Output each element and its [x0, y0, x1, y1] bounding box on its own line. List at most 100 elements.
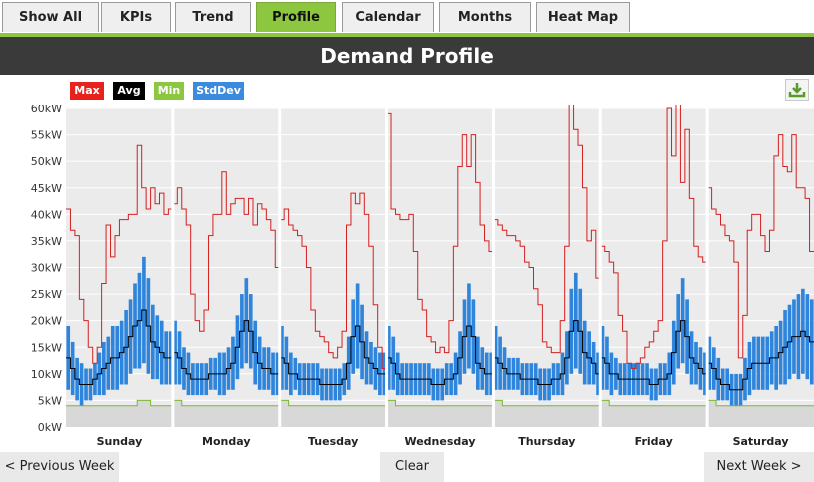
min-area-bar: [128, 405, 134, 427]
y-tick-label: 10kW: [31, 368, 62, 381]
min-area-bar: [653, 405, 659, 427]
min-area-bar: [444, 405, 450, 427]
max-line: [707, 134, 814, 359]
min-area-bar: [261, 405, 267, 427]
min-area-bar: [253, 405, 258, 427]
min-area-bar: [560, 405, 565, 427]
y-tick-label: 60kW: [31, 105, 62, 115]
min-area-bar: [123, 405, 129, 427]
max-line: [493, 105, 601, 354]
min-area-bar: [551, 405, 557, 427]
min-area-bar: [555, 405, 561, 427]
tab-trend[interactable]: Trend: [175, 2, 251, 32]
next-week-button[interactable]: Next Week >: [704, 452, 814, 482]
min-area-bar: [720, 405, 726, 427]
min-area-bar: [293, 405, 298, 427]
min-area-bar: [288, 405, 294, 427]
min-area-bar: [622, 405, 628, 427]
min-area-bar: [417, 405, 423, 427]
day-group-friday: [600, 105, 708, 427]
min-area-bar: [742, 405, 748, 427]
tab-show-all[interactable]: Show All: [2, 2, 99, 32]
min-area-bar: [199, 405, 205, 427]
min-area-bar: [212, 405, 218, 427]
legend-avg[interactable]: Avg: [113, 82, 145, 100]
min-area-bar: [110, 405, 116, 427]
legend-max[interactable]: Max: [70, 82, 104, 100]
min-area-bar: [195, 405, 200, 427]
min-area-bar: [66, 405, 71, 427]
min-area-bar: [426, 405, 432, 427]
tab-heat-map[interactable]: Heat Map: [536, 2, 630, 32]
min-area-bar: [408, 405, 414, 427]
min-area-bar: [520, 405, 525, 427]
min-area-bar: [204, 405, 209, 427]
min-line: [172, 399, 280, 407]
previous-week-button[interactable]: < Previous Week: [0, 452, 119, 482]
legend-min[interactable]: Min: [154, 82, 184, 100]
min-area-bar: [542, 405, 548, 427]
min-area-bar: [315, 405, 321, 427]
min-area-bar: [190, 405, 196, 427]
min-area-bar: [493, 400, 499, 427]
min-line: [66, 399, 173, 407]
x-day-label: Friday: [635, 435, 673, 448]
min-area-bar: [399, 405, 405, 427]
day-group-tuesday: [279, 192, 387, 427]
download-button[interactable]: [785, 79, 809, 101]
min-area-bar: [729, 405, 735, 427]
min-area-bar: [515, 405, 521, 427]
min-area-bar: [475, 405, 481, 427]
min-area-bar: [431, 405, 436, 427]
min-area-bar: [773, 405, 779, 427]
min-area-bar: [328, 405, 334, 427]
min-area-bar: [791, 405, 797, 427]
min-area-bar: [724, 405, 730, 427]
y-tick-label: 40kW: [31, 208, 62, 221]
min-area-bar: [319, 405, 325, 427]
min-area-bar: [627, 405, 632, 427]
min-area-bar: [640, 405, 646, 427]
x-day-label: Monday: [202, 435, 250, 448]
avg-line: [386, 325, 494, 385]
max-line: [386, 112, 494, 354]
min-area-bar: [382, 405, 387, 427]
x-day-label: Sunday: [97, 435, 143, 448]
min-area-bar: [533, 405, 539, 427]
min-area-bar: [342, 405, 347, 427]
max-line: [279, 192, 387, 370]
tab-months[interactable]: Months: [439, 2, 531, 32]
clear-button[interactable]: Clear: [380, 452, 444, 482]
avg-line: [493, 320, 601, 385]
avg-line: [707, 330, 814, 391]
tab-calendar[interactable]: Calendar: [342, 2, 434, 32]
min-area-bar: [711, 400, 717, 427]
min-area-bar: [595, 405, 601, 427]
min-area-bar: [301, 405, 307, 427]
min-area-bar: [230, 405, 236, 427]
min-area-bar: [324, 405, 329, 427]
min-area-bar: [306, 405, 312, 427]
min-area-bar: [733, 405, 739, 427]
y-tick-label: 35kW: [31, 235, 62, 248]
min-area-bar: [524, 405, 530, 427]
min-area-bar: [217, 405, 223, 427]
x-day-label: Saturday: [733, 435, 789, 448]
min-area-bar: [83, 405, 89, 427]
min-area-bar: [635, 405, 641, 427]
min-area-bar: [537, 405, 543, 427]
min-area-bar: [453, 405, 459, 427]
legend-stddev[interactable]: StdDev: [193, 82, 244, 100]
min-area-bar: [480, 405, 485, 427]
min-area-bar: [707, 400, 712, 427]
min-area-bar: [70, 405, 76, 427]
min-area-bar: [693, 405, 699, 427]
tab-kpis[interactable]: KPIs: [101, 2, 171, 32]
min-area-bar: [675, 405, 681, 427]
min-area-bar: [684, 405, 690, 427]
tab-profile[interactable]: Profile: [256, 2, 336, 32]
y-tick-label: 0kW: [38, 421, 62, 434]
max-line: [66, 144, 173, 364]
y-tick-label: 5kW: [38, 394, 62, 407]
min-area-bar: [805, 405, 810, 427]
